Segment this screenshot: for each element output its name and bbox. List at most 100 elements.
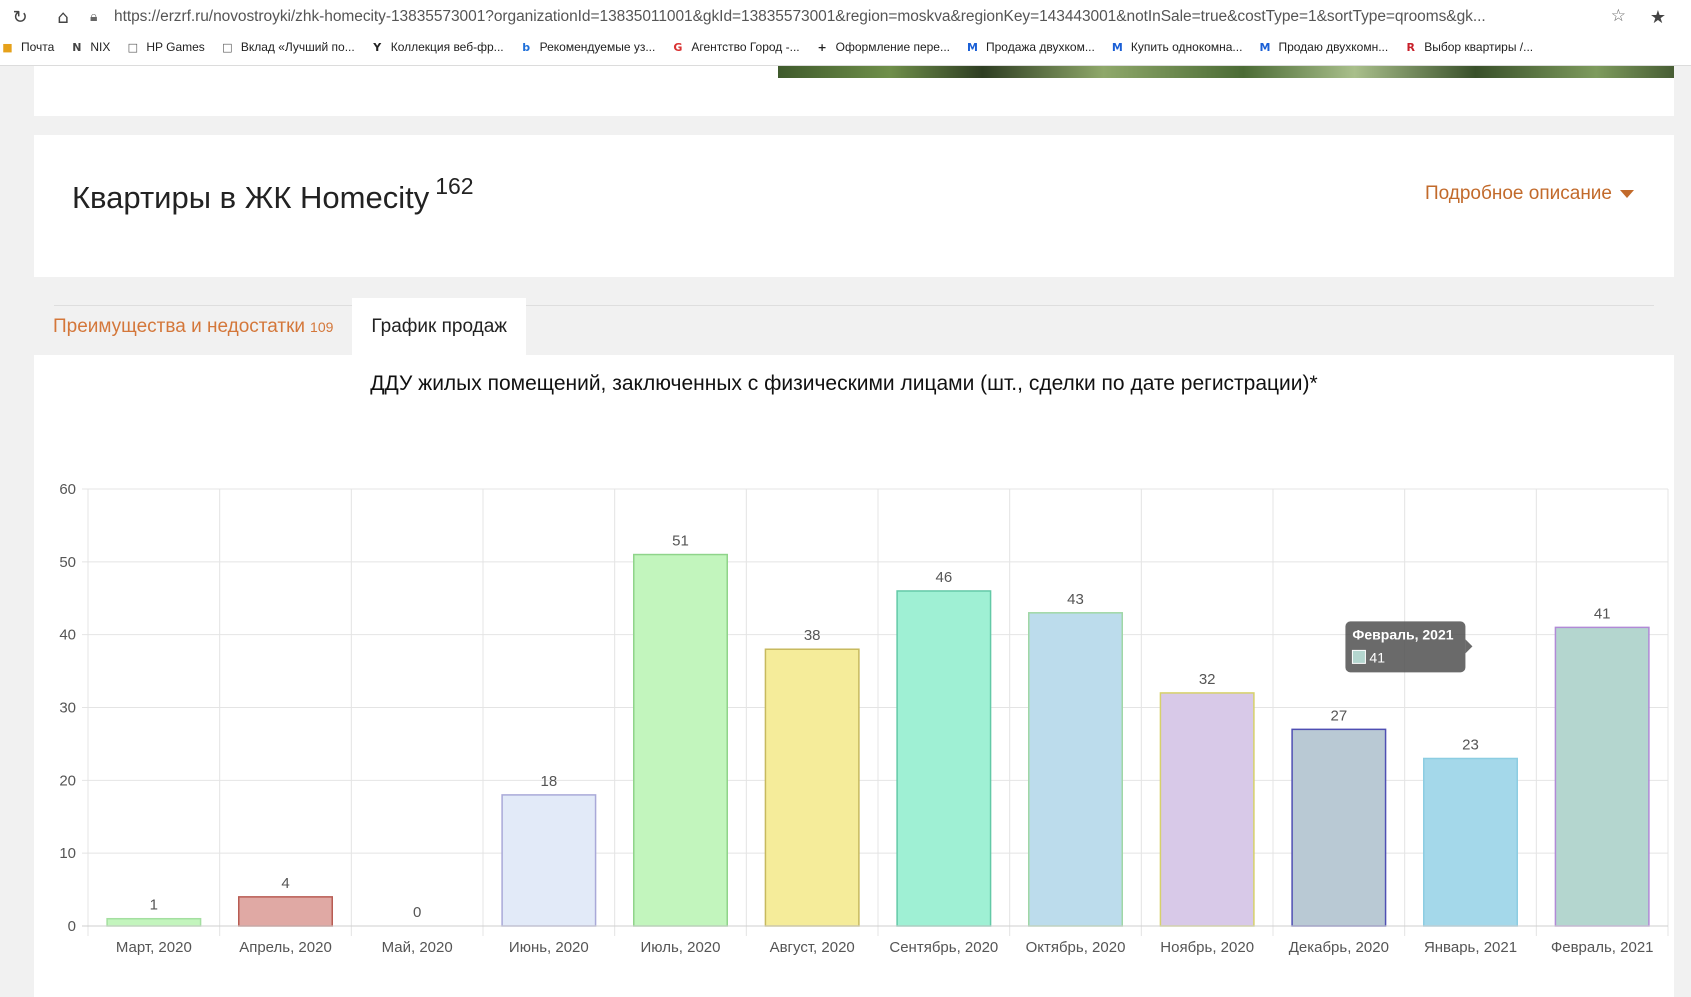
divider — [54, 305, 1654, 306]
chart-bar[interactable] — [501, 794, 597, 927]
y-tick-label: 0 — [68, 918, 76, 935]
x-tick-label: Январь, 2021 — [1424, 939, 1517, 956]
lock-icon[interactable]: 🔒︎ — [90, 9, 98, 25]
bookmark-label: NIX — [90, 40, 111, 54]
sales-bar-chart: 0 10 20 30 40 50 60 1 Март, 2020 4 Апрель, 2020 0 Ма… — [59, 481, 1669, 956]
bookmark-item[interactable]: ■ Почта — [0, 40, 54, 55]
bookmark-item[interactable]: R Выбор квартиры /... — [1403, 40, 1533, 55]
star-icon[interactable]: ☆ — [1610, 6, 1626, 26]
bookmark-item[interactable]: □ HP Games — [125, 40, 205, 55]
x-tick-label: Декабрь, 2020 — [1289, 939, 1389, 956]
tab-sales-chart[interactable]: График продаж — [352, 298, 526, 356]
bar-value-label: 0 — [413, 904, 421, 921]
x-tick-label: Октябрь, 2020 — [1026, 939, 1126, 956]
chart-bar[interactable] — [1291, 728, 1387, 927]
caret-down-icon — [1620, 190, 1634, 198]
bookmark-label: Почта — [21, 40, 55, 54]
bookmarks-bar: ■ Почта N NIX □ HP Games □ Вклад «Лучший по... Y… — [0, 36, 1691, 58]
scrollbar[interactable] — [1674, 66, 1691, 997]
m-icon: M — [1111, 40, 1123, 54]
bar-value-label: 27 — [1330, 707, 1347, 724]
x-tick-label: Апрель, 2020 — [239, 939, 332, 956]
bookmark-item[interactable]: + Оформление пере... — [815, 40, 950, 55]
tab-advantages[interactable]: Преимущества и недостатки 109 — [34, 298, 352, 356]
bookmark-item[interactable]: M Продажа двухком... — [965, 40, 1095, 55]
y-tick-label: 50 — [59, 554, 76, 571]
bookmark-label: Купить однокомна... — [1130, 40, 1243, 54]
bookmark-item[interactable]: Y Коллекция веб-фр... — [370, 40, 503, 55]
x-tick-label: Июнь, 2020 — [509, 939, 589, 956]
bookmark-label: Агентство Город -... — [691, 40, 800, 54]
m-icon: M — [1259, 40, 1271, 54]
bookmark-label: Продаю двухкомн... — [1278, 40, 1389, 54]
y-tick-label: 30 — [59, 700, 76, 717]
chart-bar[interactable] — [1554, 626, 1650, 927]
home-icon[interactable]: ⌂ — [57, 6, 69, 28]
refresh-icon[interactable]: ↻ — [12, 6, 28, 28]
y-tick-label: 60 — [59, 481, 76, 498]
browser-toolbar: ↻ ⌂ 🔒︎ https://erzrf.ru/novostroyki/zhk-… — [0, 0, 1691, 66]
mail-icon: ■ — [2, 40, 13, 54]
apartments-count: 162 — [435, 173, 474, 199]
bookmark-label: Выбор квартиры /... — [1424, 40, 1534, 54]
bing-icon: b — [522, 40, 531, 54]
x-tick-label: Ноябрь, 2020 — [1160, 939, 1254, 956]
nix-icon: N — [72, 40, 82, 54]
photo-panel — [34, 66, 1691, 116]
bar-value-label: 41 — [1594, 605, 1611, 622]
url-text[interactable]: https://erzrf.ru/novostroyki/zhk-homecit… — [114, 8, 1486, 25]
bar-value-label: 4 — [281, 875, 289, 892]
x-tick-label: Март, 2020 — [116, 939, 192, 956]
plus-icon: + — [817, 40, 827, 54]
bookmark-item[interactable]: □ Вклад «Лучший по... — [220, 40, 355, 55]
bottom-text-cutoff — [50, 988, 1650, 996]
detail-description-link[interactable]: Подробное описание — [1425, 183, 1634, 205]
bookmark-label: Оформление пере... — [835, 40, 950, 54]
chart-bar[interactable] — [1423, 757, 1518, 927]
page-icon: □ — [222, 40, 233, 54]
tooltip-arrow — [1465, 639, 1473, 654]
chart-bar[interactable] — [633, 553, 728, 927]
page-icon: □ — [127, 40, 139, 54]
chart-bar[interactable] — [896, 590, 992, 927]
bar-value-label: 38 — [804, 627, 821, 644]
tooltip-value: 41 — [1369, 649, 1385, 665]
bookmark-item[interactable]: G Агентство Город -... — [670, 40, 799, 55]
tab-advantages-label: Преимущества и недостатки — [53, 316, 306, 337]
chart-bar[interactable] — [1159, 692, 1255, 927]
bookmark-item[interactable]: M Купить однокомна... — [1110, 40, 1243, 55]
bookmark-label: Продажа двухком... — [985, 40, 1095, 54]
y-tick-label: 20 — [59, 772, 76, 789]
bookmark-item[interactable]: N NIX — [69, 40, 110, 55]
chart-bar[interactable] — [238, 896, 333, 927]
bar-value-label: 1 — [150, 897, 158, 914]
page-title: Квартиры в ЖК Homecity 162 — [72, 173, 474, 216]
bookmark-label: Рекомендуемые уз... — [539, 40, 656, 54]
x-tick-label: Июль, 2020 — [641, 939, 721, 956]
bar-value-label: 32 — [1199, 671, 1216, 688]
chart-bar[interactable] — [1028, 612, 1123, 927]
bar-value-label: 46 — [935, 569, 952, 586]
address-bar[interactable]: 🔒︎ https://erzrf.ru/novostroyki/zhk-home… — [90, 2, 1634, 32]
bookmark-item[interactable]: b Рекомендуемые уз... — [519, 40, 656, 55]
bar-value-label: 43 — [1067, 591, 1084, 608]
ro-icon: R — [1406, 40, 1415, 54]
chart-bar[interactable] — [106, 917, 202, 927]
favorites-icon[interactable]: ★ — [1649, 6, 1667, 28]
x-tick-label: Февраль, 2021 — [1551, 939, 1654, 956]
y-tick-label: 10 — [59, 845, 76, 862]
y-icon: Y — [373, 40, 382, 54]
tabs: Преимущества и недостатки 109 График прод… — [34, 298, 526, 356]
chart-title: ДДУ жилых помещений, заключенных с физич… — [370, 372, 1318, 395]
x-tick-label: Август, 2020 — [770, 939, 855, 956]
gallery-photo[interactable] — [778, 66, 1691, 78]
x-tick-label: Май, 2020 — [382, 939, 453, 956]
bookmark-item[interactable]: M Продаю двухкомн... — [1257, 40, 1388, 55]
bar-value-label: 23 — [1462, 736, 1479, 753]
tooltip-title: Февраль, 2021 — [1352, 626, 1453, 642]
title-panel: Квартиры в ЖК Homecity 162 Подробное опис… — [34, 135, 1674, 306]
page-title-text: Квартиры в ЖК Homecity — [72, 180, 430, 215]
chart-bar[interactable] — [764, 648, 860, 927]
bookmark-label: HP Games — [146, 40, 205, 54]
y-tick-label: 40 — [59, 627, 76, 644]
